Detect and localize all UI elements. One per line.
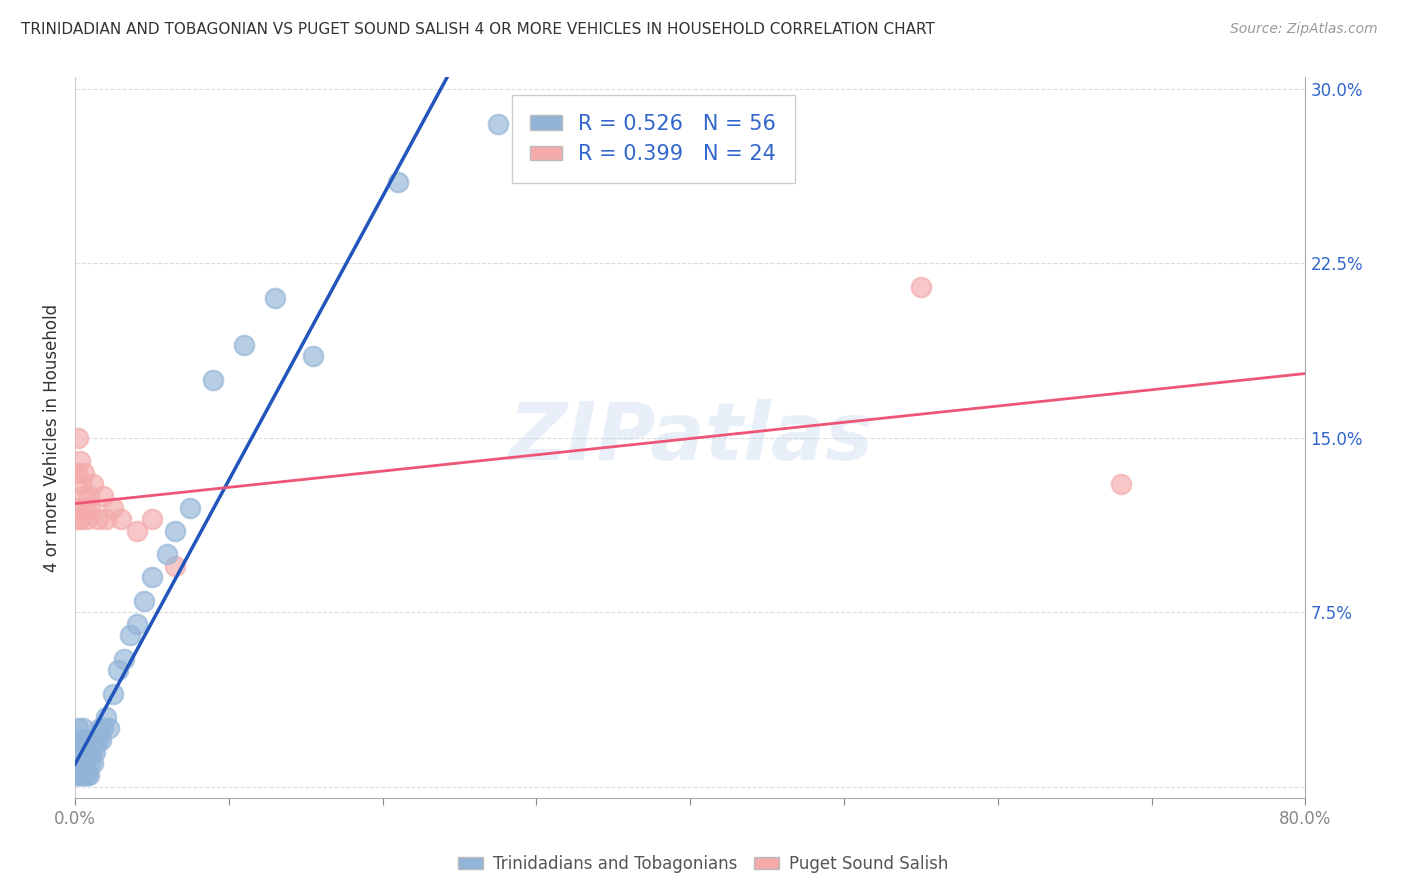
- Legend: R = 0.526   N = 56, R = 0.399   N = 24: R = 0.526 N = 56, R = 0.399 N = 24: [512, 95, 794, 183]
- Point: [110, 512, 132, 526]
- Point: [69, 756, 91, 771]
- Point: [112, 651, 135, 665]
- Text: Source: ZipAtlas.com: Source: ZipAtlas.com: [1230, 22, 1378, 37]
- Point: [67, 756, 90, 771]
- Text: ZIPatlas: ZIPatlas: [508, 399, 873, 477]
- Point: [86, 733, 108, 747]
- Point: [77, 489, 100, 503]
- Point: [141, 570, 163, 584]
- Point: [87, 512, 110, 526]
- Point: [125, 616, 148, 631]
- Point: [103, 686, 125, 700]
- Point: [75, 756, 97, 771]
- Point: [156, 547, 179, 561]
- Point: [75, 500, 97, 515]
- Y-axis label: 4 or more Vehicles in Household: 4 or more Vehicles in Household: [44, 303, 60, 572]
- Point: [69, 768, 91, 782]
- Point: [70, 756, 93, 771]
- Point: [73, 768, 96, 782]
- Point: [65, 733, 87, 747]
- Point: [90, 733, 112, 747]
- Point: [73, 466, 96, 480]
- Point: [69, 454, 91, 468]
- Point: [72, 756, 94, 771]
- Point: [82, 733, 104, 747]
- Point: [69, 512, 91, 526]
- Point: [84, 745, 107, 759]
- Point: [134, 593, 156, 607]
- Point: [89, 722, 111, 736]
- Point: [163, 558, 186, 573]
- Point: [79, 500, 101, 515]
- Point: [179, 500, 201, 515]
- Point: [264, 291, 287, 305]
- Point: [82, 756, 104, 771]
- Point: [65, 512, 87, 526]
- Point: [67, 431, 90, 445]
- Point: [72, 722, 94, 736]
- Point: [70, 477, 93, 491]
- Point: [94, 710, 117, 724]
- Point: [65, 768, 87, 782]
- Point: [91, 489, 114, 503]
- Point: [97, 722, 120, 736]
- Point: [120, 628, 142, 642]
- Point: [72, 768, 94, 782]
- Point: [1109, 477, 1132, 491]
- Point: [87, 733, 110, 747]
- Point: [76, 512, 98, 526]
- Point: [76, 768, 98, 782]
- Point: [163, 524, 186, 538]
- Point: [202, 373, 225, 387]
- Legend: Trinidadians and Tobagonians, Puget Sound Salish: Trinidadians and Tobagonians, Puget Soun…: [451, 848, 955, 880]
- Point: [67, 768, 90, 782]
- Point: [233, 338, 256, 352]
- Point: [73, 733, 96, 747]
- Point: [76, 745, 98, 759]
- Point: [82, 477, 104, 491]
- Point: [387, 175, 409, 189]
- Point: [67, 745, 90, 759]
- Point: [79, 756, 101, 771]
- Point: [103, 500, 125, 515]
- Point: [80, 745, 103, 759]
- Point: [79, 733, 101, 747]
- Point: [77, 745, 100, 759]
- Point: [125, 524, 148, 538]
- Point: [107, 663, 129, 677]
- Text: TRINIDADIAN AND TOBAGONIAN VS PUGET SOUND SALISH 4 OR MORE VEHICLES IN HOUSEHOLD: TRINIDADIAN AND TOBAGONIAN VS PUGET SOUN…: [21, 22, 935, 37]
- Point: [67, 722, 90, 736]
- Point: [70, 768, 93, 782]
- Point: [94, 512, 117, 526]
- Point: [70, 733, 93, 747]
- Point: [67, 500, 90, 515]
- Point: [65, 756, 87, 771]
- Point: [72, 489, 94, 503]
- Point: [75, 733, 97, 747]
- Point: [73, 756, 96, 771]
- Point: [302, 350, 325, 364]
- Point: [65, 466, 87, 480]
- Point: [69, 733, 91, 747]
- Point: [910, 279, 932, 293]
- Point: [91, 722, 114, 736]
- Point: [141, 512, 163, 526]
- Point: [486, 117, 509, 131]
- Point: [77, 768, 100, 782]
- Point: [72, 745, 94, 759]
- Point: [75, 768, 97, 782]
